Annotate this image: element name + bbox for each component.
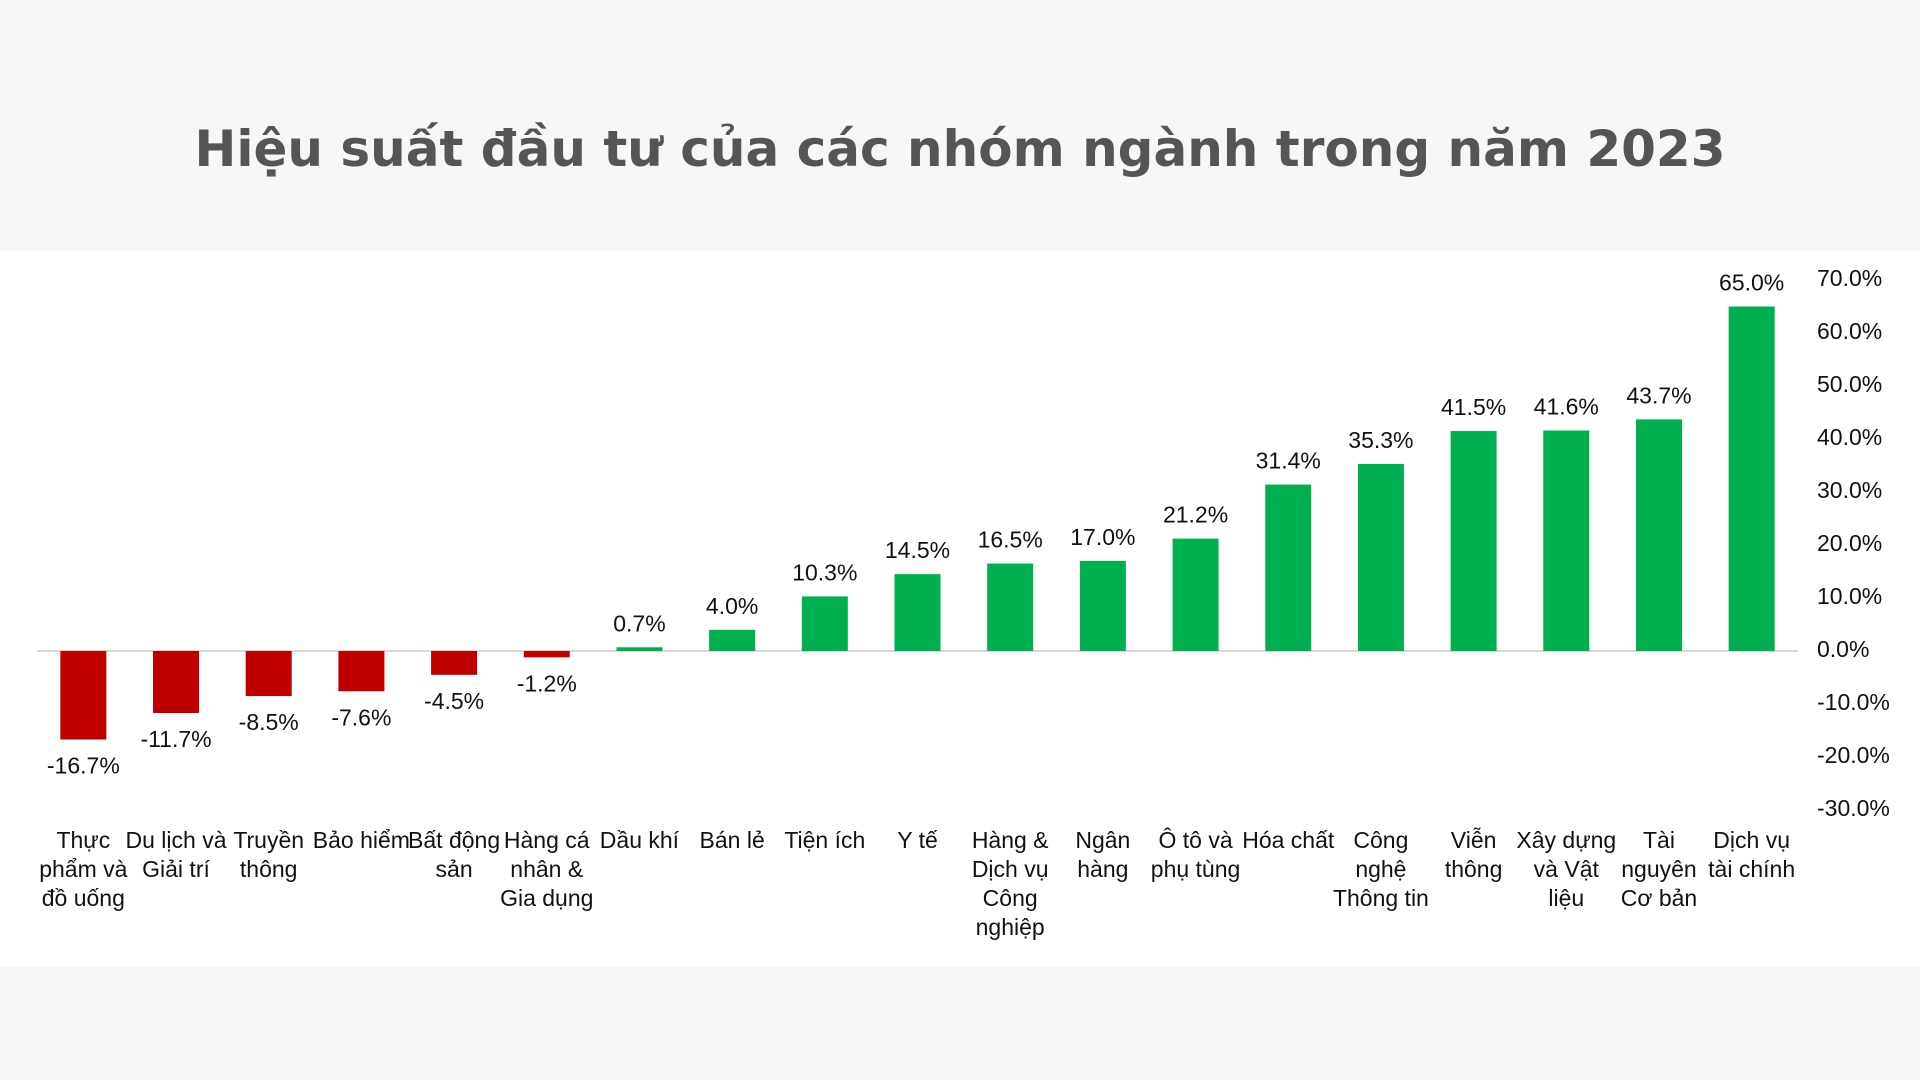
- x-tick-label: Bán lẻ: [699, 827, 765, 853]
- x-tick-label: Viễn thông: [1444, 827, 1503, 882]
- x-tick-label: Bất động sản: [408, 827, 501, 882]
- value-label: -7.6%: [331, 704, 391, 730]
- bar: [801, 596, 848, 651]
- bar: [1079, 560, 1126, 651]
- y-tick-label: 30.0%: [1817, 477, 1882, 503]
- y-tick-label: 50.0%: [1817, 371, 1882, 397]
- x-tick-label: Thực phẩm và đồ uống: [39, 827, 128, 911]
- value-label: -4.5%: [424, 688, 484, 714]
- y-tick-label: 60.0%: [1817, 318, 1882, 344]
- y-tick-label: 10.0%: [1817, 583, 1882, 609]
- chart-title: Hiệu suất đầu tư của các nhóm ngành tron…: [194, 120, 1726, 178]
- bar: [60, 651, 107, 740]
- bar: [338, 651, 385, 692]
- x-tick-label: Hàng & Dịch vụ Công nghiệp: [971, 827, 1049, 940]
- x-tick-label: Dầu khí: [599, 827, 680, 853]
- y-tick-label: -20.0%: [1817, 742, 1890, 768]
- value-label: -11.7%: [140, 726, 211, 752]
- value-label: -8.5%: [239, 709, 299, 735]
- value-label: 43.7%: [1626, 382, 1691, 408]
- bar: [1265, 484, 1312, 651]
- value-label: 0.7%: [613, 610, 665, 636]
- x-tick-label: Tài nguyên Cơ bản: [1620, 827, 1698, 911]
- value-label: 14.5%: [885, 537, 950, 563]
- value-label: 31.4%: [1256, 448, 1321, 474]
- bar: [1543, 430, 1590, 651]
- value-label: 4.0%: [706, 593, 758, 619]
- y-tick-label: 70.0%: [1817, 265, 1882, 291]
- x-tick-label: Y tế: [897, 827, 938, 853]
- value-label: 17.0%: [1070, 524, 1135, 550]
- bar: [616, 647, 663, 651]
- y-tick-label: 20.0%: [1817, 530, 1882, 556]
- y-tick-label: -10.0%: [1817, 689, 1890, 715]
- value-label: 41.5%: [1441, 394, 1506, 420]
- bar: [894, 574, 941, 651]
- bar: [523, 651, 570, 658]
- bar: [1357, 463, 1404, 651]
- x-tick-label: Xây dựng và Vật liệu: [1516, 827, 1617, 911]
- bar: [245, 651, 292, 697]
- x-tick-label: Truyền thông: [233, 827, 305, 882]
- value-label: 10.3%: [792, 559, 857, 585]
- bar: [431, 651, 478, 675]
- bar: [709, 629, 756, 651]
- value-label: 21.2%: [1163, 502, 1228, 528]
- bar: [1728, 306, 1775, 651]
- value-label: 65.0%: [1719, 270, 1784, 296]
- x-tick-label: Bảo hiểm: [312, 827, 410, 853]
- bar: [153, 651, 200, 714]
- x-tick-label: Du lịch và Giải trí: [125, 827, 227, 882]
- value-label: 16.5%: [978, 527, 1043, 553]
- bar: [1635, 419, 1682, 651]
- bar: [1172, 538, 1219, 651]
- y-tick-label: -30.0%: [1817, 795, 1890, 821]
- value-label: 35.3%: [1348, 427, 1413, 453]
- value-label: 41.6%: [1534, 394, 1599, 420]
- x-tick-label: Ngân hàng: [1075, 827, 1131, 882]
- x-tick-label: Tiện ích: [784, 827, 866, 853]
- y-tick-label: 40.0%: [1817, 424, 1882, 450]
- x-tick-label: Dịch vụ tài chính: [1708, 827, 1796, 882]
- x-tick-label: Ô tô và phụ tùng: [1150, 827, 1241, 882]
- y-tick-label: 0.0%: [1817, 636, 1869, 662]
- x-tick-label: Hàng cá nhân & Gia dụng: [500, 827, 594, 911]
- chart-panel: [0, 251, 1920, 967]
- bar: [1450, 431, 1497, 651]
- bar: [987, 563, 1034, 651]
- value-label: -16.7%: [47, 753, 120, 779]
- value-label: -1.2%: [517, 670, 577, 696]
- x-tick-label: Hóa chất: [1242, 827, 1335, 853]
- x-tick-label: Công nghệ Thông tin: [1332, 827, 1429, 911]
